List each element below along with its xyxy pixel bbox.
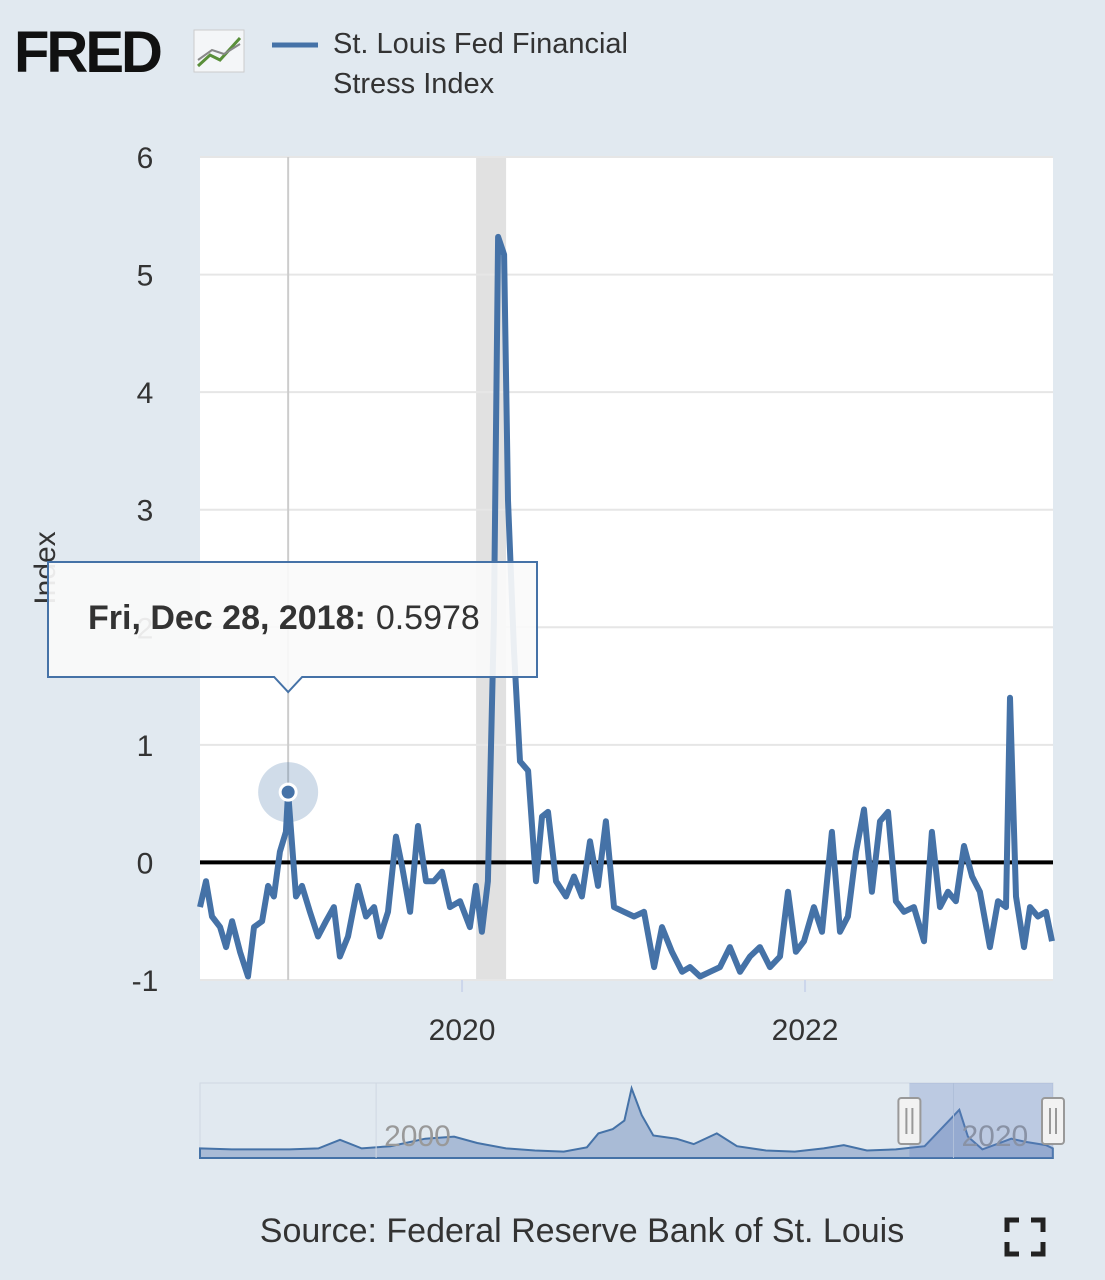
tooltip-text: Fri, Dec 28, 2018: 0.5978 <box>88 599 480 637</box>
fullscreen-button[interactable] <box>1004 1217 1046 1257</box>
navigator-selection <box>909 1083 1053 1158</box>
handle-body <box>1041 1097 1065 1145</box>
tooltip-value: 0.5978 <box>376 599 480 637</box>
x-tick-label: 2020 <box>429 1014 496 1047</box>
legend-label[interactable]: St. Louis Fed Financial Stress Index <box>333 28 628 100</box>
tooltip-box <box>47 561 538 694</box>
hover-point <box>278 782 298 802</box>
y-tick-label: 0 <box>137 847 154 880</box>
navigator-tick-label: 2020 <box>962 1120 1029 1153</box>
navigator-tick-label: 2000 <box>384 1120 451 1153</box>
y-tick-label: 1 <box>137 730 154 763</box>
logo-icon <box>193 29 245 73</box>
y-tick-label: 4 <box>137 377 154 410</box>
source: Source: Federal Reserve Bank of St. Loui… <box>260 1212 904 1250</box>
series-line <box>197 233 1055 980</box>
navigator-handle[interactable] <box>897 1097 922 1145</box>
logo: FRED <box>14 20 161 85</box>
handle-body <box>897 1097 922 1145</box>
y-tick-label: 6 <box>137 142 154 175</box>
tooltip-date: Fri, Dec 28, 2018: <box>88 599 366 637</box>
navigator-handle[interactable] <box>1041 1097 1065 1145</box>
x-tick-label: 2022 <box>772 1014 839 1047</box>
y-tick-label: -1 <box>132 965 159 998</box>
y-tick-label: 5 <box>137 260 154 293</box>
navigator-area <box>199 1084 1054 1159</box>
y-tick-label: 3 <box>137 495 154 528</box>
